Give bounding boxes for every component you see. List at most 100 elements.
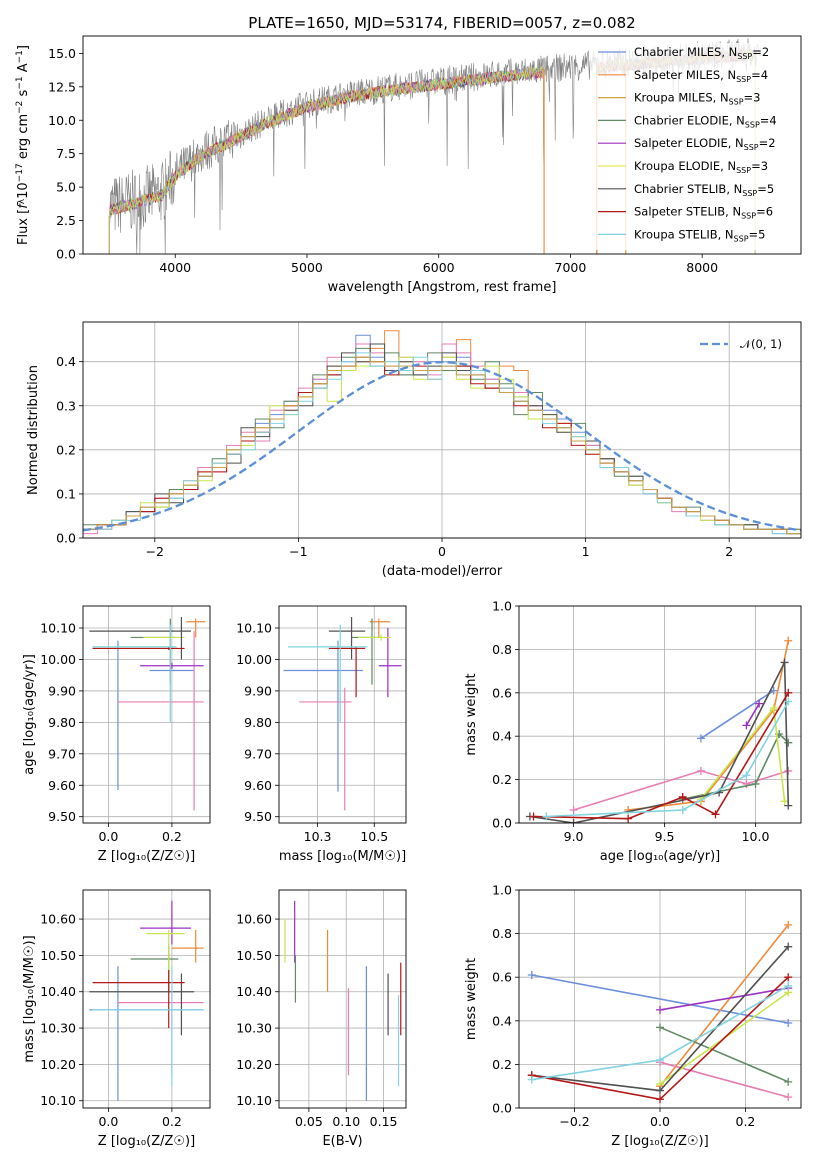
weight-marker [696, 734, 705, 743]
legend-frame [590, 43, 797, 250]
y-axis-label: mass weight [464, 673, 479, 755]
legend-label: Kroupa MILES, NSSP=3 [634, 91, 760, 107]
weight-marker [780, 797, 789, 806]
weight-series [527, 981, 793, 1084]
y-tick-label: 2.5 [56, 213, 76, 228]
weight-marker [529, 812, 538, 821]
y-tick-label: 10.00 [40, 652, 76, 667]
y-tick-label: 7.5 [56, 146, 76, 161]
axes-frame [82, 605, 211, 824]
x-tick-label: 0.2 [162, 1114, 182, 1129]
x-axis-label: mass [log₁₀(M/M☉)] [279, 849, 406, 864]
plot-area-age-vs-mass [283, 617, 402, 811]
weight-marker [784, 1018, 793, 1027]
y-tick-label: 10.20 [40, 1057, 76, 1072]
spectrum-model-line [108, 66, 545, 254]
x-tick-label: 0.15 [370, 1114, 398, 1129]
axes-mass-weight-vs-age: 9.0 9.5 10.0 0.0 0.2 0.4 0.6 0.8 1.0 age [log₁₀(a… [464, 599, 802, 864]
x-tick-label: 5000 [291, 260, 323, 275]
errorbar-point [283, 640, 363, 792]
errorbar-point [117, 991, 204, 1076]
plot-area-mass-vs-Z [89, 900, 204, 1101]
y-tick-label: 10.00 [236, 652, 272, 667]
weight-marker [569, 819, 578, 823]
axes-residual-hist: −2 −1 0 1 2 0.0 0.1 0.2 0.3 0.4 (data-model)/error… [26, 321, 802, 579]
y-tick-label: 1.0 [492, 599, 512, 614]
errorbar-point [369, 618, 391, 638]
y-tick-label: 9.70 [244, 746, 272, 761]
x-tick-label: 4000 [159, 260, 191, 275]
weight-line [546, 701, 789, 818]
weight-series [527, 971, 793, 1027]
legend-label: Chabrier MILES, NSSP=2 [634, 45, 769, 61]
y-tick-label: 0.0 [492, 816, 512, 831]
weight-series [542, 697, 793, 821]
weight-marker [527, 1075, 536, 1084]
weight-marker [784, 801, 793, 810]
weight-marker [656, 1095, 664, 1104]
errorbar-point [92, 624, 177, 723]
weight-series [569, 766, 793, 814]
errorbar-point [288, 624, 368, 723]
y-tick-label: 10.20 [236, 1057, 272, 1072]
weight-line [529, 662, 790, 823]
weight-line [659, 1026, 789, 1083]
legend-label: Chabrier STELIB, NSSP=5 [634, 182, 774, 198]
y-tick-label: 0.4 [492, 729, 512, 744]
weight-marker [656, 1086, 664, 1095]
y-tick-label: 10.0 [48, 113, 76, 128]
weight-marker [656, 1056, 664, 1065]
x-axis-label: (data-model)/error [382, 564, 503, 579]
legend-label: 𝒩(0, 1) [740, 337, 782, 351]
weight-marker [784, 942, 793, 951]
x-tick-label: 7000 [555, 260, 587, 275]
x-tick-label: 9.5 [655, 829, 675, 844]
y-tick-label: 0.2 [56, 442, 76, 457]
y-axis-label: age [log₁₀(age/yr)] [22, 654, 37, 775]
axes-age-vs-Z: 0.0 0.2 9.50 9.60 9.70 9.80 9.90 10.00 10.10 Z [l… [22, 605, 211, 864]
axes-frame [82, 35, 802, 255]
weight-series [527, 973, 793, 1104]
x-axis-label: Z [log₁₀(Z/Z☉)] [611, 1134, 708, 1149]
weight-marker [542, 812, 551, 821]
y-tick-label: 0.0 [56, 531, 76, 546]
axes-frame [278, 605, 407, 824]
y-tick-label: 10.50 [40, 948, 76, 963]
x-axis-label: wavelength [Angstrom, rest frame] [328, 280, 557, 295]
errorbar-point [89, 617, 191, 660]
y-tick-label: 15.0 [48, 46, 76, 61]
weight-line [745, 703, 760, 726]
errorbar-point [130, 944, 179, 992]
errorbar-point [328, 646, 366, 698]
x-tick-label: 6000 [423, 260, 455, 275]
plot-area-mass-vs-EBV [284, 900, 402, 1101]
plot-area-residual-hist [83, 330, 801, 538]
x-tick-label: 10.3 [304, 829, 332, 844]
errorbar-point [378, 628, 402, 698]
legend-label: Chabrier ELODIE, NSSP=4 [634, 113, 777, 129]
weight-marker [784, 981, 793, 990]
weight-line [700, 689, 775, 740]
y-tick-label: 1.0 [492, 883, 512, 898]
x-tick-label: −0.2 [559, 1114, 589, 1129]
x-tick-label: 0.05 [295, 1114, 323, 1129]
weight-line [573, 770, 789, 811]
errorbar-point [299, 687, 352, 811]
x-tick-label: 0.2 [162, 829, 182, 844]
y-tick-label: 10.40 [40, 984, 76, 999]
weight-series [678, 730, 793, 804]
x-axis-label: age [log₁₀(age/yr)] [600, 849, 721, 864]
x-axis-label: Z [log₁₀(Z/Z☉)] [98, 849, 195, 864]
x-axis-label: E(B-V) [322, 1134, 362, 1149]
spectrum-model-line [108, 67, 545, 254]
y-tick-label: 10.10 [40, 621, 76, 636]
y-tick-label: 0.8 [492, 642, 512, 657]
y-tick-label: 5.0 [56, 180, 76, 195]
weight-marker [656, 1023, 664, 1032]
weight-line [628, 640, 790, 811]
errorbar-point [328, 617, 366, 660]
x-tick-label: 10.5 [360, 829, 388, 844]
weight-marker [784, 973, 793, 982]
spectrum-model-line [108, 66, 545, 254]
